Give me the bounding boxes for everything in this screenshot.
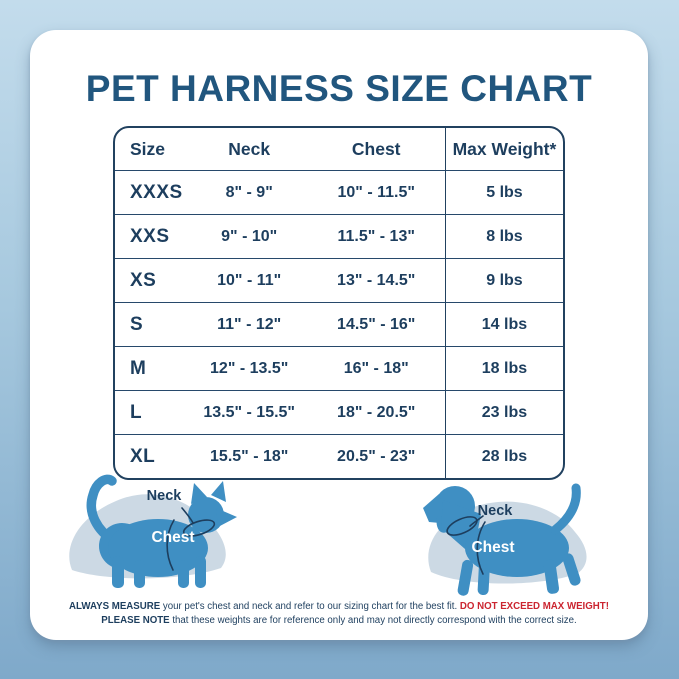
size-cell: XS (115, 259, 191, 303)
neck-cell: 8" - 9" (190, 171, 308, 215)
chest-cell: 20.5" - 23" (337, 447, 416, 465)
max-weight-cell: 14 lbs (444, 303, 563, 347)
chest-cell: 11.5" - 13" (307, 215, 445, 259)
size-cell: L (115, 391, 191, 435)
table-row: M 12" - 13.5" 16" - 18" 18 lbs (115, 347, 563, 391)
cat-chest-label: Chest (151, 529, 195, 546)
column-header-max-weight: Max Weight* (444, 128, 563, 171)
max-weight-cell: 9 lbs (444, 259, 563, 303)
footnote-note-bold: PLEASE NOTE (101, 614, 170, 626)
size-cell: M (115, 347, 191, 391)
table-header-row: Size Neck Chest Max Weight* (115, 128, 563, 171)
cat-neck-label: Neck (146, 488, 182, 504)
size-cell: S (115, 303, 191, 347)
table-row: XXXS 8" - 9" 10" - 11.5" 5 lbs (115, 171, 563, 215)
page-title: PET HARNESS SIZE CHART (85, 68, 593, 109)
table-row: XXS 9" - 10" 11.5" - 13" 8 lbs (115, 215, 563, 259)
cat-icon (69, 474, 237, 588)
table-row: S 11" - 12" 14.5" - 16" 14 lbs (115, 303, 563, 347)
size-cell: XL (130, 445, 156, 467)
size-cell: XXXS (115, 171, 191, 215)
chest-cell: 14.5" - 16" (307, 303, 445, 347)
column-header-neck: Neck (190, 128, 308, 171)
table-row: XS 10" - 11" 13" - 14.5" 9 lbs (115, 259, 563, 303)
measurement-diagrams: Neck Chest (30, 468, 648, 600)
footnote: ALWAYS MEASURE your pet's chest and neck… (56, 600, 622, 628)
dog-chest-label: Chest (471, 539, 515, 556)
neck-cell: 9" - 10" (190, 215, 308, 259)
size-cell: XXS (115, 215, 191, 259)
column-header-size: Size (115, 128, 191, 171)
max-weight-cell: 18 lbs (444, 347, 563, 391)
max-weight-cell: 28 lbs (444, 435, 563, 478)
footnote-measure-text: your pet's chest and neck and refer to o… (160, 601, 460, 612)
footnote-warning: DO NOT EXCEED MAX WEIGHT! (459, 601, 609, 612)
table-row: L 13.5" - 15.5" 18" - 20.5" 23 lbs (115, 391, 563, 435)
size-chart-card: PET HARNESS SIZE CHART Size Neck Chest M… (30, 30, 648, 640)
dog-icon (423, 483, 587, 596)
max-weight-cell: 23 lbs (444, 391, 563, 435)
neck-cell: 11" - 12" (190, 303, 308, 347)
max-weight-cell: 5 lbs (444, 171, 563, 215)
neck-cell: 12" - 13.5" (190, 347, 308, 391)
neck-cell: 10" - 11" (190, 259, 308, 303)
neck-cell: 15.5" - 18" (210, 447, 289, 465)
neck-cell: 13.5" - 15.5" (190, 391, 308, 435)
size-table: Size Neck Chest Max Weight* XXXS 8" - 9"… (113, 126, 565, 480)
table-row: XL 15.5" - 18" 20.5" - 23" 28 lbs (115, 435, 563, 478)
chest-cell: 10" - 11.5" (307, 171, 445, 215)
cat-diagram: Neck Chest (60, 468, 250, 593)
max-weight-cell: 8 lbs (444, 215, 563, 259)
dog-diagram: Neck Chest (415, 468, 595, 603)
footnote-note-text: that these weights are for reference onl… (169, 614, 577, 626)
chest-cell: 18" - 20.5" (307, 391, 445, 435)
chest-cell: 13" - 14.5" (307, 259, 445, 303)
dog-neck-label: Neck (477, 503, 513, 519)
column-header-chest: Chest (307, 128, 445, 171)
chest-cell: 16" - 18" (307, 347, 445, 391)
footnote-measure-bold: ALWAYS MEASURE (69, 601, 161, 612)
